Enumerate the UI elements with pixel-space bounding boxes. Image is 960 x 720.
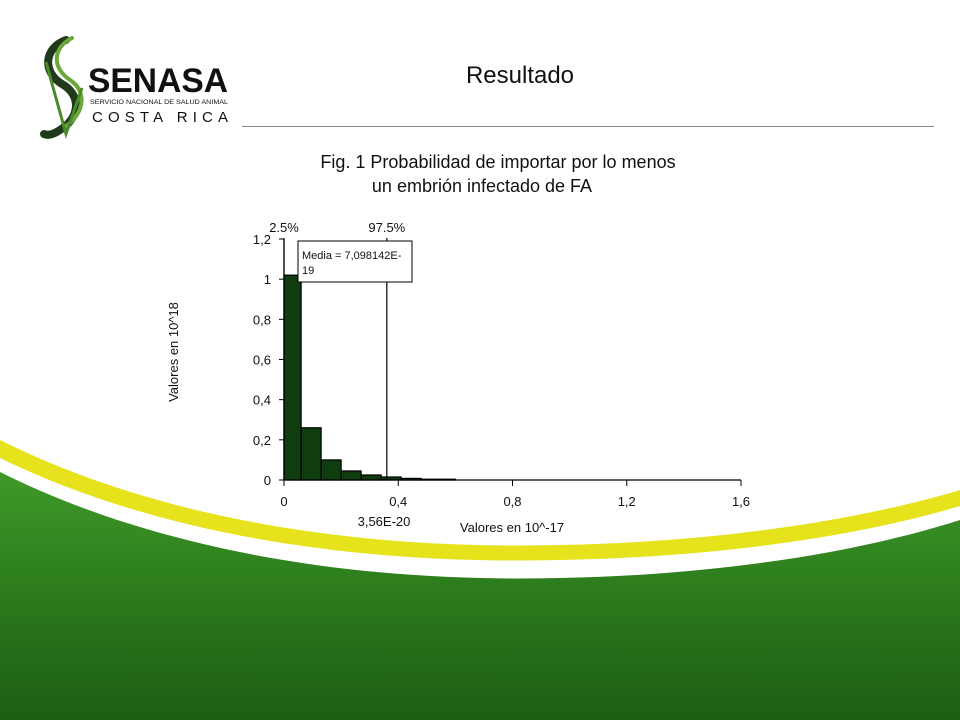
percentile-marker-label: 97.5% — [368, 220, 405, 235]
x-axis-label: Valores en 10^-17 — [460, 520, 564, 535]
y-tick-label: 0,6 — [253, 353, 271, 368]
y-axis-label: Valores en 10^18 — [166, 302, 181, 402]
x-tick-label: 1,2 — [618, 494, 636, 509]
x-tick-label: 0 — [280, 494, 287, 509]
mean-box-line2: 19 — [302, 265, 314, 277]
senasa-logo: SENASA SERVICIO NACIONAL DE SALUD ANIMAL… — [40, 36, 229, 140]
logo-leaf — [44, 61, 84, 140]
mean-box: Media = 7,098142E- 19 — [297, 240, 413, 283]
logo-tagline: SERVICIO NACIONAL DE SALUD ANIMAL — [90, 100, 229, 106]
logo-swoosh-green — [54, 36, 84, 128]
histogram-bar — [340, 470, 362, 481]
x-tick-label: 1,6 — [732, 494, 750, 509]
histogram-bars — [283, 274, 456, 481]
y-tick-label: 0,4 — [253, 393, 271, 408]
title-divider — [242, 126, 934, 127]
y-tick-label: 0,8 — [253, 312, 271, 327]
histogram-bar — [300, 427, 322, 481]
y-tick-label: 1,2 — [253, 232, 271, 247]
chart-title-line2: un embrión infectado de FA — [372, 176, 592, 196]
y-tick-label: 0,2 — [253, 433, 271, 448]
y-tick-label: 1 — [264, 272, 271, 287]
logo-country: COSTA RICA — [92, 109, 228, 126]
histogram-bar — [360, 474, 382, 481]
x-tick-label: 0,8 — [503, 494, 521, 509]
x-tick-label: 0,4 — [389, 494, 407, 509]
y-axis-ticks: 0 0,2 0,4 0,6 0,8 1 1,2 — [253, 232, 284, 488]
slide-title: Resultado — [465, 62, 575, 89]
logo-brand: SENASA — [88, 62, 228, 100]
percentile-marker-label: 2.5% — [269, 220, 299, 235]
green-band — [0, 472, 960, 720]
x-axis-ticks: 0 0,4 0,8 1,2 1,6 — [280, 480, 750, 509]
histogram-bar — [320, 459, 342, 481]
low-value-label: 3,56E-20 — [358, 514, 411, 529]
histogram-bar — [283, 274, 302, 481]
y-tick-label: 0 — [264, 473, 271, 488]
chart-title-line1: Fig. 1 Probabilidad de importar por lo m… — [320, 152, 675, 172]
mean-box-line1: Media = 7,098142E- — [302, 250, 402, 262]
